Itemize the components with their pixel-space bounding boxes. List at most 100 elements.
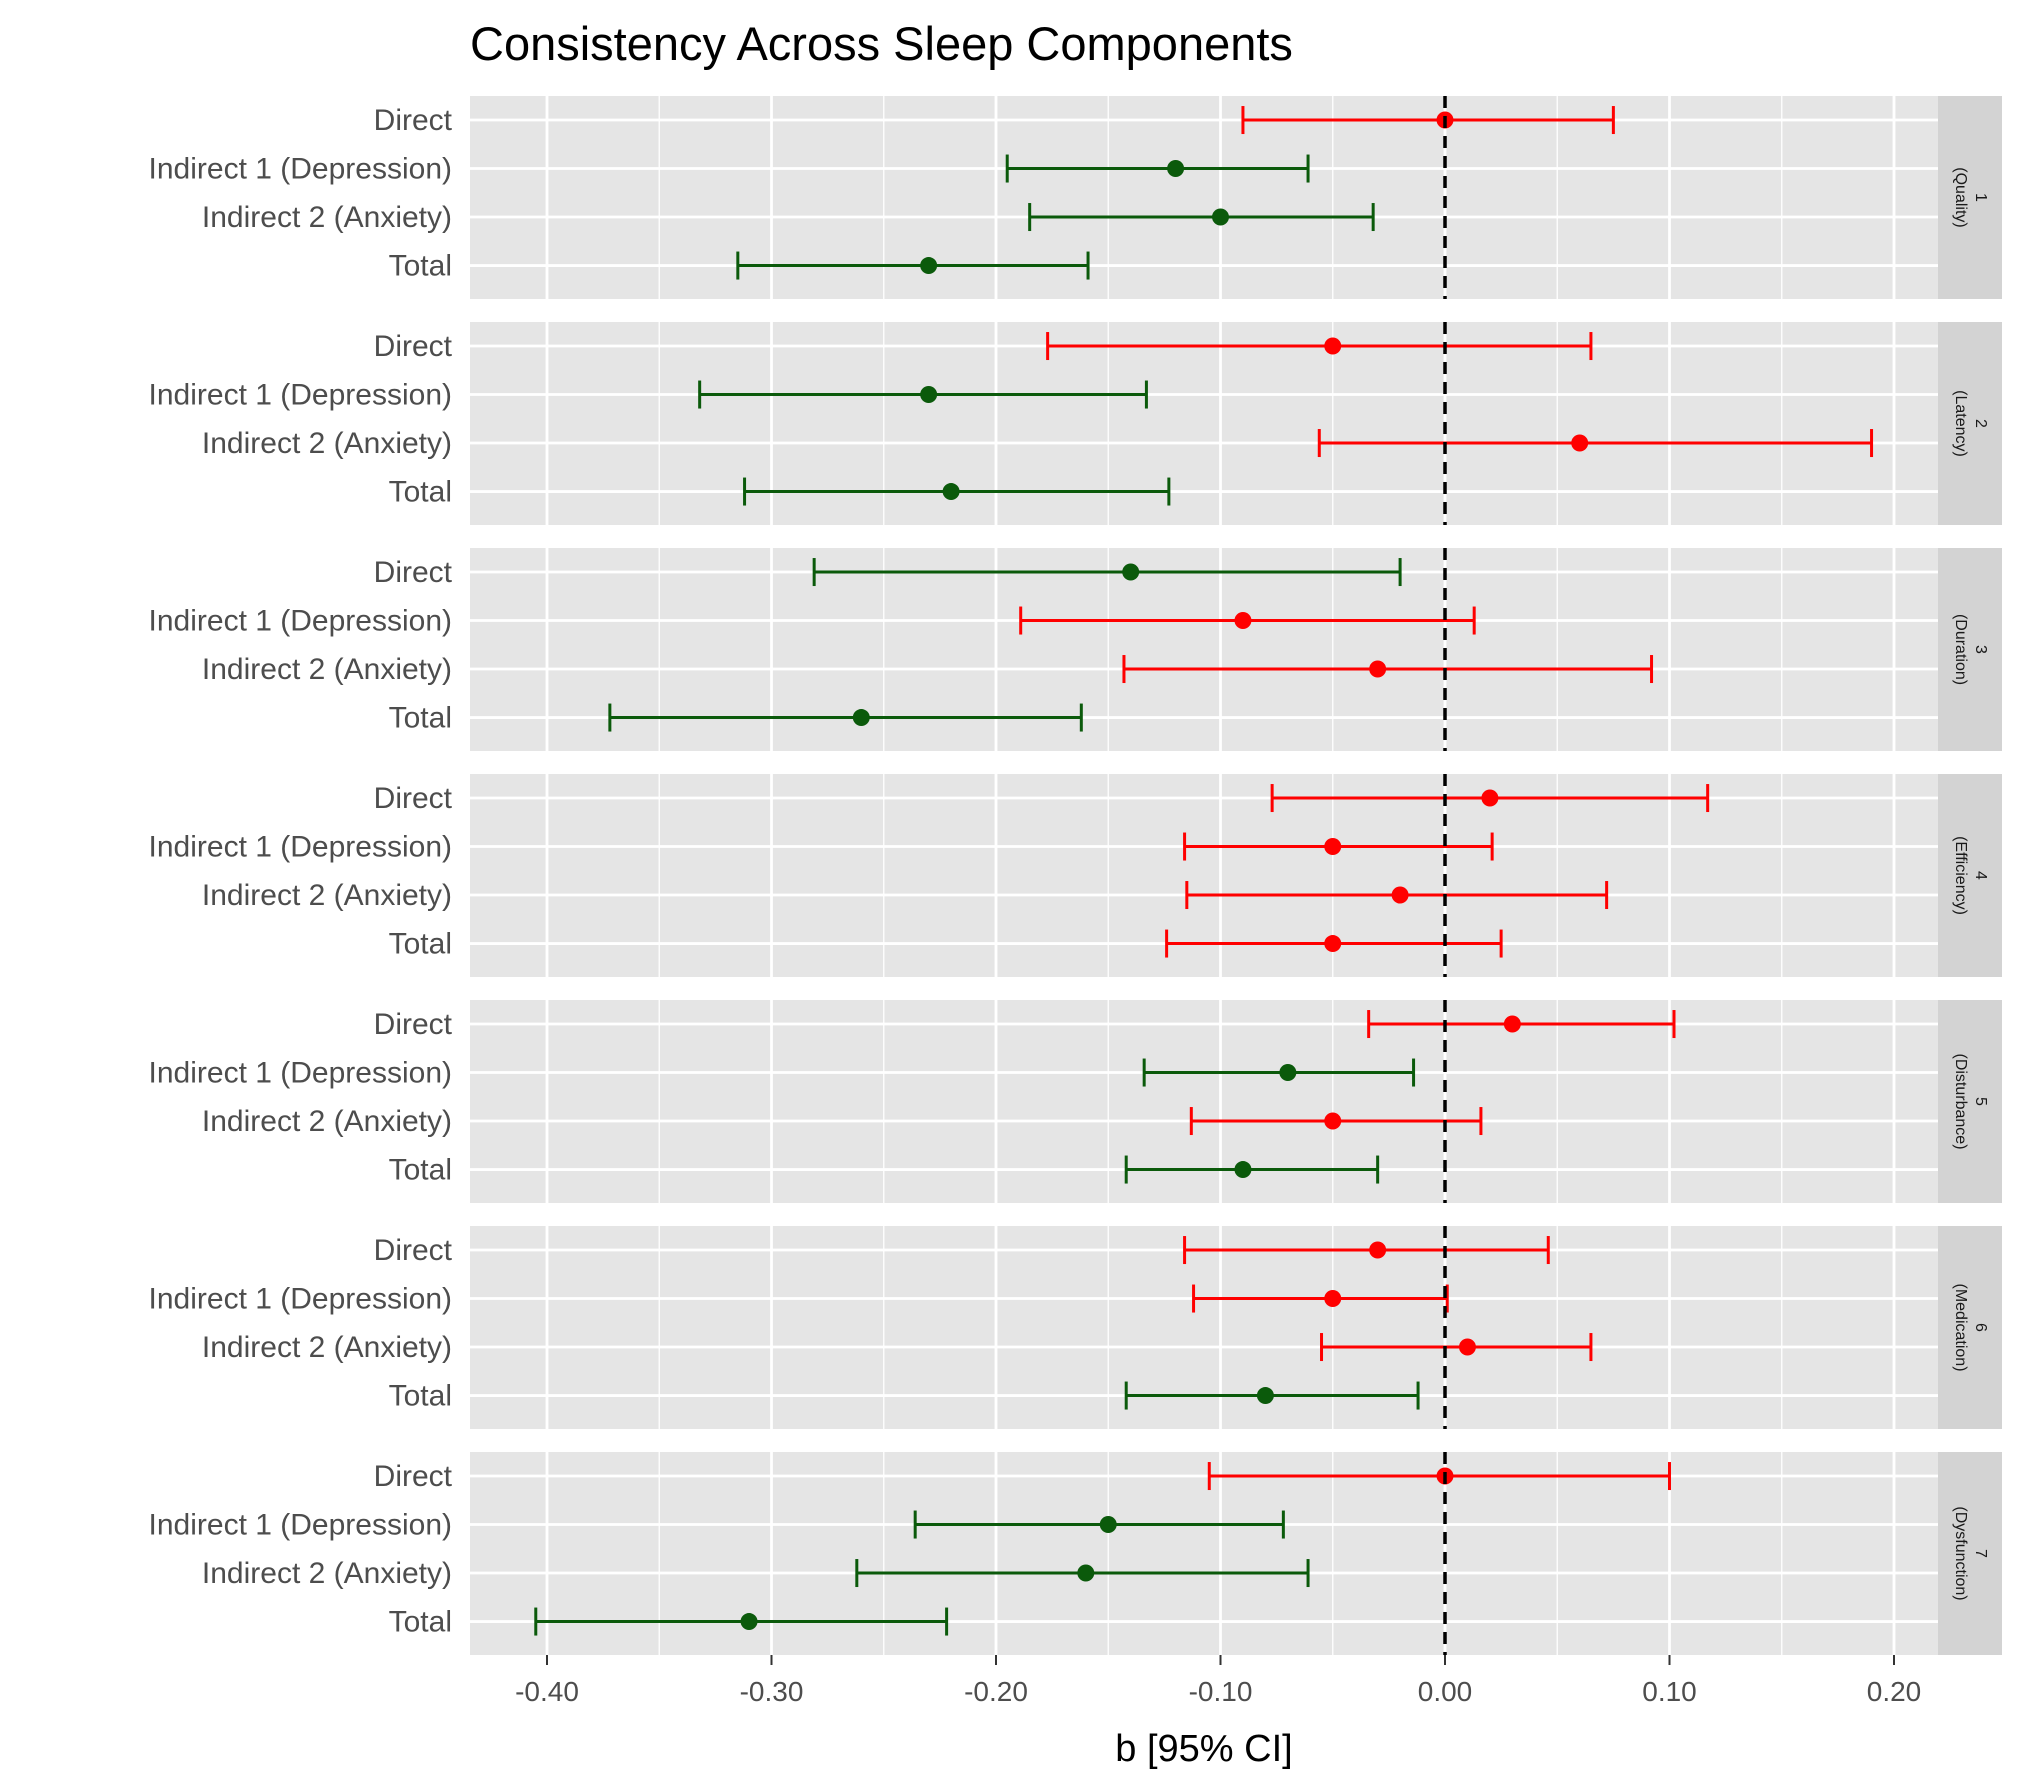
facet-name: (Dysfunction) bbox=[1952, 1506, 1969, 1600]
category-label: Direct bbox=[374, 1460, 453, 1493]
facet-strip-label: 5(Disturbance) bbox=[1952, 1053, 1989, 1149]
category-label: Indirect 1 (Depression) bbox=[149, 1509, 452, 1542]
facet-strip-label: 4(Efficiency) bbox=[1952, 836, 1989, 915]
category-label: Indirect 2 (Anxiety) bbox=[202, 653, 452, 686]
errorbar-indirect-2-anxiety bbox=[1122, 655, 1654, 684]
facet-panel-2: Direct Indirect 1 (Depression) Indirect 2 … bbox=[149, 322, 2002, 525]
point-estimate bbox=[740, 1613, 758, 1631]
facet-number: 3 bbox=[1972, 645, 1989, 654]
point-estimate bbox=[1324, 1112, 1342, 1130]
errorbar-indirect-1-depression bbox=[1005, 154, 1310, 183]
point-estimate bbox=[1167, 160, 1185, 178]
category-label: Direct bbox=[374, 782, 453, 815]
facet-number: 2 bbox=[1972, 419, 1989, 428]
errorbar-direct bbox=[1241, 106, 1615, 135]
category-label: Total bbox=[389, 1380, 452, 1413]
point-estimate bbox=[1234, 612, 1252, 630]
point-estimate bbox=[1077, 1564, 1095, 1582]
point-estimate bbox=[942, 483, 960, 501]
facet-strip bbox=[1938, 774, 2002, 977]
x-tick-label: 0.20 bbox=[1867, 1676, 1922, 1707]
facet-strip-label: 2(Latency) bbox=[1952, 390, 1989, 457]
x-axis: -0.40 -0.30 -0.20 -0.10 0.00 0.10 0.20 bbox=[515, 1655, 1921, 1707]
category-label: Total bbox=[389, 476, 452, 509]
facet-strip-label: 6(Medication) bbox=[1952, 1283, 1989, 1371]
errorbar-indirect-1-depression bbox=[698, 380, 1148, 409]
errorbar-total bbox=[534, 1607, 949, 1636]
facet-panel-4: Direct Indirect 1 (Depression) Indirect 2 … bbox=[149, 774, 2002, 977]
category-label: Total bbox=[389, 250, 452, 283]
facet-panels: Direct Indirect 1 (Depression) Indirect 2 … bbox=[149, 96, 2002, 1655]
errorbar-total bbox=[1124, 1381, 1420, 1410]
errorbar-indirect-1-depression bbox=[1192, 1284, 1449, 1313]
errorbar-indirect-2-anxiety bbox=[1185, 881, 1609, 910]
errorbar-indirect-2-anxiety bbox=[1320, 1333, 1593, 1362]
panel-background bbox=[470, 1452, 1938, 1655]
point-estimate bbox=[1324, 1290, 1342, 1308]
x-tick-label: -0.40 bbox=[515, 1676, 579, 1707]
facet-name: (Quality) bbox=[1952, 167, 1969, 227]
panel-background bbox=[470, 548, 1938, 751]
errorbar-indirect-2-anxiety bbox=[855, 1559, 1310, 1588]
facet-name: (Latency) bbox=[1952, 390, 1969, 457]
point-estimate bbox=[1369, 1241, 1387, 1259]
facet-name: (Duration) bbox=[1952, 614, 1969, 685]
facet-strip bbox=[1938, 1226, 2002, 1429]
point-estimate bbox=[1571, 434, 1589, 452]
x-tick-label: 0.00 bbox=[1418, 1676, 1473, 1707]
point-estimate bbox=[920, 257, 938, 275]
category-label: Total bbox=[389, 928, 452, 961]
facet-number: 6 bbox=[1972, 1323, 1989, 1332]
facet-panel-6: Direct Indirect 1 (Depression) Indirect 2 … bbox=[149, 1226, 2002, 1429]
point-estimate bbox=[1369, 660, 1387, 678]
chart-title: Consistency Across Sleep Components bbox=[470, 17, 1293, 70]
category-label: Direct bbox=[374, 1234, 453, 1267]
errorbar-indirect-1-depression bbox=[1142, 1058, 1416, 1087]
facet-panel-3: Direct Indirect 1 (Depression) Indirect 2 … bbox=[149, 548, 2002, 751]
facet-strip bbox=[1938, 548, 2002, 751]
facet-name: (Medication) bbox=[1952, 1283, 1969, 1371]
facet-number: 5 bbox=[1972, 1097, 1989, 1106]
errorbar-indirect-2-anxiety bbox=[1317, 429, 1874, 458]
facet-strip-label: 3(Duration) bbox=[1952, 614, 1989, 685]
category-label: Indirect 1 (Depression) bbox=[149, 831, 452, 864]
category-label: Direct bbox=[374, 1008, 453, 1041]
errorbar-total bbox=[743, 477, 1171, 506]
category-label: Indirect 1 (Depression) bbox=[149, 153, 452, 186]
facet-name: (Disturbance) bbox=[1952, 1053, 1969, 1149]
errorbar-total bbox=[608, 703, 1083, 732]
errorbar-indirect-2-anxiety bbox=[1028, 203, 1375, 232]
errorbar-total bbox=[1124, 1155, 1380, 1184]
point-estimate bbox=[1503, 1015, 1521, 1033]
errorbar-total bbox=[736, 251, 1090, 280]
errorbar-indirect-1-depression bbox=[1183, 832, 1494, 861]
errorbar-direct bbox=[812, 558, 1402, 587]
point-estimate bbox=[1099, 1516, 1117, 1534]
errorbar-direct bbox=[1367, 1010, 1676, 1039]
category-label: Indirect 2 (Anxiety) bbox=[202, 427, 452, 460]
facet-strip-label: 7(Dysfunction) bbox=[1952, 1506, 1989, 1600]
category-label: Total bbox=[389, 1154, 452, 1187]
category-label: Indirect 1 (Depression) bbox=[149, 605, 452, 638]
errorbar-direct bbox=[1270, 784, 1710, 813]
panel-background bbox=[470, 96, 1938, 299]
facet-number: 7 bbox=[1972, 1549, 1989, 1558]
point-estimate bbox=[1122, 563, 1140, 581]
category-label: Total bbox=[389, 702, 452, 735]
panel-background bbox=[470, 1000, 1938, 1203]
category-label: Indirect 1 (Depression) bbox=[149, 379, 452, 412]
facet-strip bbox=[1938, 322, 2002, 525]
x-tick-label: -0.30 bbox=[740, 1676, 804, 1707]
point-estimate bbox=[1324, 935, 1342, 953]
panel-background bbox=[470, 774, 1938, 977]
point-estimate bbox=[1324, 337, 1342, 355]
x-tick-label: -0.10 bbox=[1189, 1676, 1253, 1707]
category-label: Indirect 2 (Anxiety) bbox=[202, 1331, 452, 1364]
point-estimate bbox=[1324, 838, 1342, 856]
point-estimate bbox=[1234, 1161, 1252, 1179]
errorbar-indirect-2-anxiety bbox=[1189, 1107, 1483, 1136]
category-label: Direct bbox=[374, 556, 453, 589]
facet-panel-1: Direct Indirect 1 (Depression) Indirect 2 … bbox=[149, 96, 2002, 299]
category-label: Indirect 2 (Anxiety) bbox=[202, 201, 452, 234]
